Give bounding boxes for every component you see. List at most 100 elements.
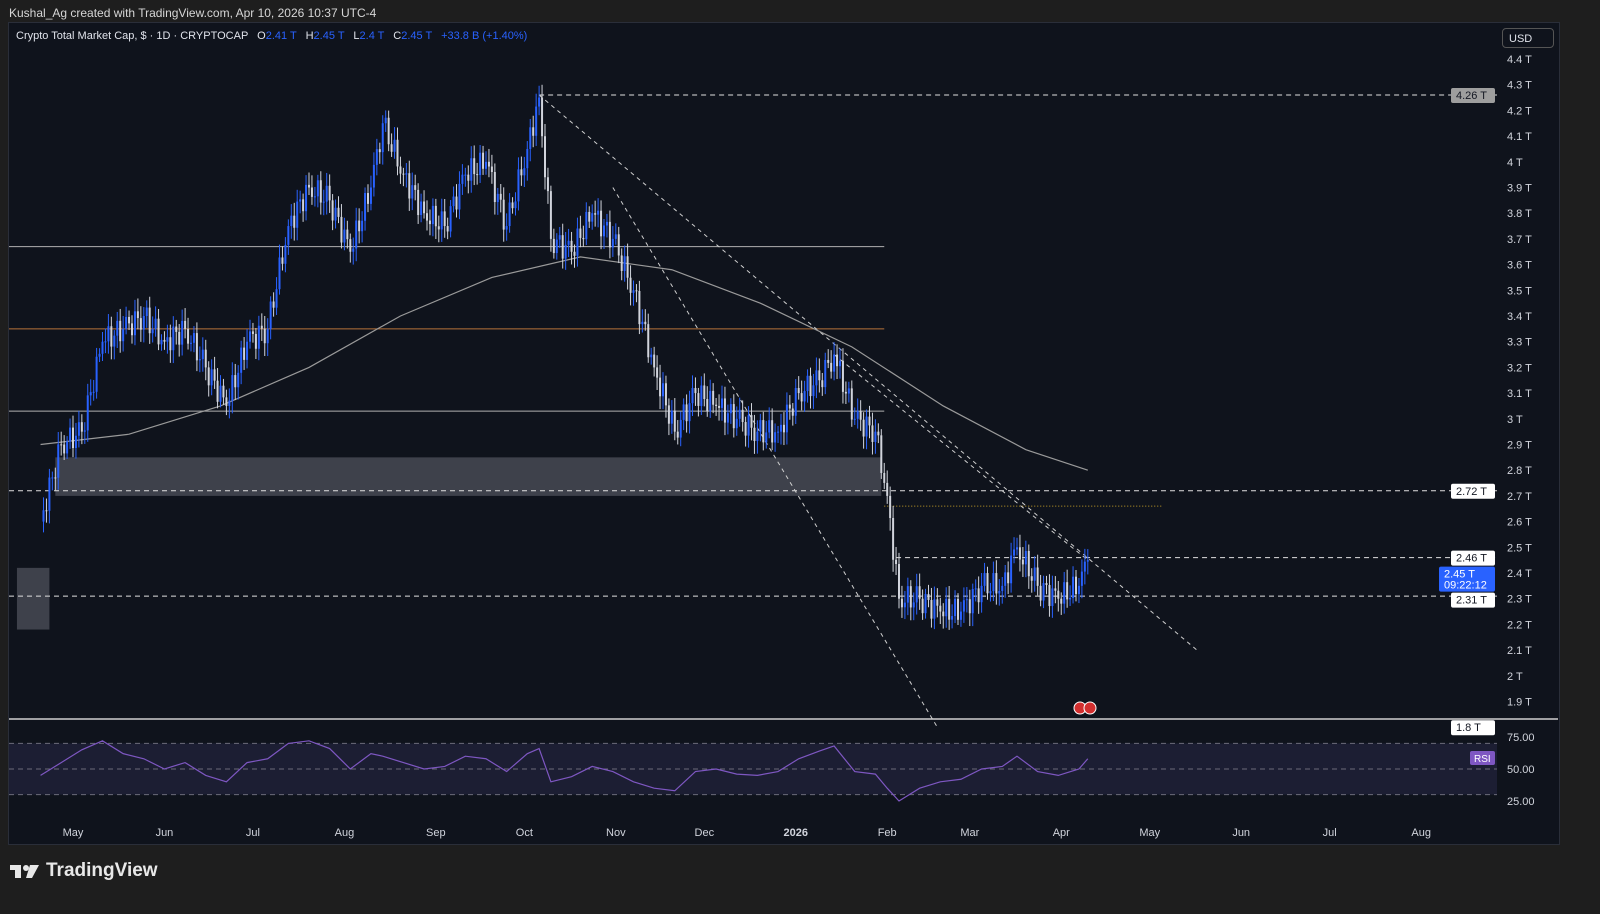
candle-body bbox=[812, 385, 815, 397]
candle-body bbox=[546, 177, 549, 192]
candle-body bbox=[1054, 588, 1057, 591]
candle-body bbox=[673, 410, 676, 432]
candle-body bbox=[664, 383, 667, 406]
time-tick-label: Sep bbox=[426, 827, 446, 839]
candle-body bbox=[473, 158, 476, 175]
candle-body bbox=[1004, 572, 1007, 586]
candle-body bbox=[959, 611, 962, 620]
time-tick-label: 2026 bbox=[784, 827, 808, 839]
candle-body bbox=[263, 328, 266, 344]
candle-body bbox=[662, 383, 664, 397]
candle-body bbox=[372, 164, 375, 188]
candle-body bbox=[187, 328, 190, 344]
candle-body bbox=[1086, 560, 1089, 562]
candle-body bbox=[774, 432, 777, 443]
candle-body bbox=[1036, 567, 1039, 586]
candle-body bbox=[703, 385, 706, 400]
candle-body bbox=[181, 320, 184, 345]
candle-body bbox=[254, 333, 257, 349]
candle-body bbox=[898, 564, 900, 599]
candle-body bbox=[682, 404, 685, 420]
candle-body bbox=[154, 318, 157, 330]
candle-body bbox=[148, 307, 151, 334]
candle-body bbox=[45, 510, 48, 512]
candle-body bbox=[844, 391, 847, 394]
candle-body bbox=[340, 216, 343, 243]
candle-body bbox=[420, 201, 423, 216]
candle-body bbox=[567, 240, 570, 245]
candle-body bbox=[892, 517, 895, 560]
candle-body bbox=[367, 193, 369, 204]
candle-body bbox=[251, 331, 254, 334]
candle-body bbox=[824, 359, 827, 388]
candle-body bbox=[945, 598, 948, 617]
price-tick-label: 3.1 T bbox=[1507, 388, 1532, 400]
candle-body bbox=[399, 166, 402, 174]
candle-body bbox=[284, 244, 287, 264]
candle-body bbox=[868, 416, 871, 426]
price-tick-label: 3.4 T bbox=[1507, 311, 1532, 323]
candle-body bbox=[670, 410, 673, 424]
low-value: 2.4 T bbox=[359, 30, 385, 42]
candle-body bbox=[903, 602, 906, 608]
price-label-bg bbox=[1451, 720, 1495, 736]
low-label: L bbox=[353, 30, 360, 42]
candle-body bbox=[729, 404, 732, 414]
candle-body bbox=[880, 435, 883, 473]
candle-body bbox=[608, 221, 611, 248]
candle-body bbox=[210, 369, 213, 386]
candle-body bbox=[83, 430, 86, 432]
candle-body bbox=[1051, 588, 1054, 607]
candle-body bbox=[190, 342, 192, 344]
tradingview-wordmark: TradingView bbox=[46, 860, 158, 881]
time-tick-label: Jun bbox=[156, 827, 174, 839]
candle-body bbox=[157, 318, 160, 345]
candle-body bbox=[499, 193, 502, 200]
symbol-title[interactable]: Crypto Total Market Cap, $ · 1D · CRYPTO… bbox=[16, 30, 249, 42]
candle-body bbox=[809, 375, 812, 397]
candle-body bbox=[443, 211, 446, 227]
candle-body bbox=[582, 237, 585, 240]
candle-body bbox=[620, 255, 623, 271]
candle-body bbox=[69, 427, 72, 442]
candle-body bbox=[163, 339, 166, 342]
candle-body bbox=[638, 290, 641, 325]
candle-body bbox=[909, 586, 912, 608]
candle-body bbox=[747, 415, 750, 436]
price-label: 2.46 T bbox=[1456, 553, 1487, 565]
candle-body bbox=[308, 184, 310, 188]
candle-body bbox=[1080, 571, 1083, 586]
candle-body bbox=[555, 239, 558, 254]
candle-body bbox=[479, 152, 482, 176]
candle-body bbox=[759, 420, 762, 432]
candle-body bbox=[653, 354, 656, 368]
candle-body bbox=[656, 367, 659, 378]
time-tick-label: May bbox=[1139, 827, 1160, 839]
candle-body bbox=[561, 235, 564, 259]
candle-body bbox=[579, 228, 582, 238]
candle-body bbox=[605, 221, 608, 226]
tradingview-logo[interactable]: TradingView bbox=[10, 860, 158, 882]
currency-selector[interactable]: USD bbox=[1502, 28, 1554, 48]
candle-body bbox=[871, 425, 874, 442]
candle-body bbox=[1024, 550, 1027, 565]
candle-body bbox=[470, 158, 473, 181]
candle-body bbox=[1066, 582, 1069, 600]
candle-body bbox=[278, 257, 281, 290]
candle-body bbox=[927, 594, 930, 600]
candle-body bbox=[160, 339, 163, 345]
candle-body bbox=[833, 354, 836, 372]
price-tick-label: 2 T bbox=[1507, 671, 1523, 683]
candle-body bbox=[821, 380, 824, 388]
candle-body bbox=[213, 369, 216, 381]
candle-body bbox=[517, 169, 520, 202]
candle-body bbox=[806, 375, 809, 392]
candle-body bbox=[706, 399, 709, 412]
candle-body bbox=[552, 238, 555, 254]
candle-body bbox=[570, 240, 573, 252]
candle-body bbox=[231, 375, 234, 401]
price-tick-label: 2.4 T bbox=[1507, 568, 1532, 580]
candle-body bbox=[381, 123, 384, 153]
candle-body bbox=[269, 301, 272, 329]
